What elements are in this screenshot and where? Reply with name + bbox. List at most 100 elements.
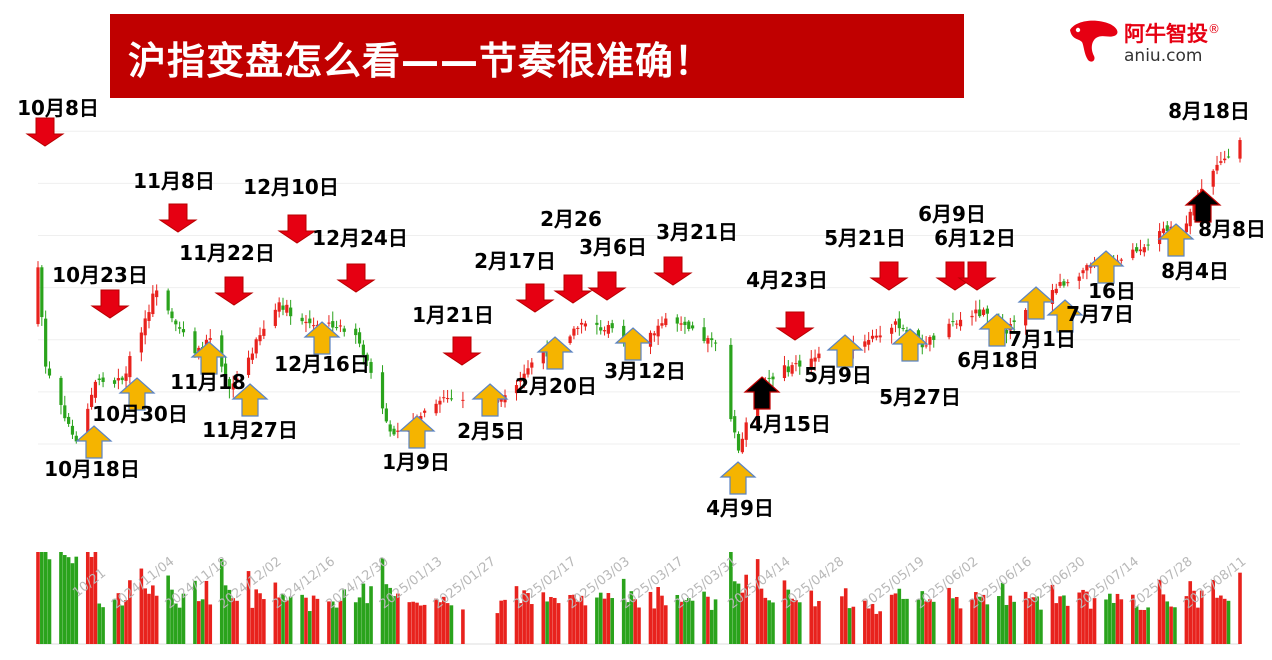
candle: [579, 322, 584, 325]
candle: [70, 425, 75, 435]
volume-bar: [120, 605, 125, 644]
volume-bar: [954, 596, 959, 644]
volume-bar: [843, 588, 848, 644]
volume-bar: [1092, 598, 1097, 644]
volume-bar: [223, 585, 228, 644]
candle: [128, 356, 132, 378]
annotation-label: 1月21日: [412, 303, 494, 327]
volume-bar: [461, 609, 465, 644]
volume-bar: [93, 552, 98, 644]
volume-bar: [1138, 609, 1143, 644]
candle: [124, 373, 128, 381]
candle: [610, 323, 614, 329]
volume-bar: [1157, 579, 1162, 644]
candle: [1135, 247, 1139, 252]
volume-bar: [652, 608, 657, 644]
volume-bar: [1058, 596, 1062, 644]
volume-bar: [947, 587, 951, 644]
volume-bar: [327, 601, 331, 644]
candle: [419, 416, 423, 420]
annotation-label: 1月9日: [382, 450, 450, 474]
volume-bar: [151, 585, 155, 644]
annotation-label: 10月8日: [17, 96, 99, 120]
volume-bar: [985, 604, 990, 644]
volume-bar: [928, 599, 932, 644]
volume-bar: [1027, 598, 1032, 644]
volume-bar: [1039, 609, 1043, 644]
volume-bar: [518, 603, 523, 644]
logo-name: 阿牛智投®: [1124, 22, 1220, 46]
candle: [744, 422, 748, 440]
candle: [1219, 161, 1223, 163]
volume-bar: [422, 604, 427, 644]
candle: [794, 363, 798, 365]
down-arrow-icon: [935, 261, 975, 291]
candle: [151, 293, 155, 315]
candle: [361, 344, 365, 355]
candle: [798, 360, 802, 367]
volume-bar: [648, 591, 653, 644]
volume-bar: [1165, 601, 1170, 644]
volume-bar: [1219, 595, 1223, 644]
candle: [652, 333, 656, 336]
volume-bar: [901, 598, 905, 644]
volume-bar: [771, 602, 775, 644]
down-arrow-icon: [515, 283, 555, 313]
candle: [928, 336, 932, 345]
annotations: 10月8日 10月23日 11月8日 11月22日 12月10日 12月24日 1月21日 2…: [17, 96, 1266, 520]
candle: [1238, 140, 1242, 159]
volume-bar: [1085, 591, 1089, 644]
candle: [227, 379, 232, 389]
candle: [974, 309, 978, 314]
volume-bar: [112, 598, 117, 644]
volume-bar: [870, 603, 875, 644]
volume-bar: [419, 605, 423, 644]
volume-bar: [338, 600, 343, 644]
volume-bar: [307, 611, 312, 644]
down-arrow-icon: [775, 311, 815, 341]
volume-bar: [208, 604, 213, 644]
candle: [985, 308, 989, 314]
volume-bar: [797, 602, 802, 644]
volume-bar: [47, 559, 52, 644]
annotation-label: 7月7日: [1066, 302, 1134, 326]
candle: [809, 358, 813, 369]
candle: [595, 322, 599, 325]
candle: [116, 378, 120, 381]
volume-bar: [281, 593, 285, 644]
candle: [139, 332, 143, 353]
volume-bar: [1196, 607, 1200, 644]
candle: [599, 327, 603, 331]
annotation-label: 11月8日: [133, 169, 215, 193]
candle: [947, 323, 951, 338]
volume-bar: [732, 581, 737, 644]
volume-bar: [66, 557, 71, 644]
volume-bar: [633, 599, 637, 644]
up-arrow-icon: [826, 334, 864, 368]
volume-bar: [575, 601, 580, 644]
volume-bar: [1222, 598, 1227, 644]
volume-bar: [361, 583, 366, 644]
candle: [67, 416, 71, 424]
title-banner: 沪指变盘怎么看——节奏很准确！: [110, 14, 964, 98]
candle: [327, 322, 331, 324]
candle: [338, 325, 343, 327]
volume-bar: [128, 580, 132, 644]
volume-bar: [1142, 609, 1147, 644]
volume-bar: [686, 598, 691, 644]
annotation-label: 2月5日: [457, 419, 525, 443]
annotation-label: 11月22日: [179, 241, 275, 265]
annotation-label: 10月23日: [52, 263, 148, 287]
candle: [514, 385, 519, 394]
volume-bar: [606, 593, 611, 644]
candle: [656, 325, 660, 337]
candle: [706, 338, 710, 344]
candle: [602, 330, 607, 332]
candle: [434, 403, 438, 414]
volume-bar: [970, 598, 974, 644]
volume-bar: [897, 588, 902, 644]
volume-bar: [342, 589, 347, 644]
candle: [445, 398, 450, 400]
volume-bar: [1077, 592, 1082, 644]
candle: [1188, 211, 1192, 227]
